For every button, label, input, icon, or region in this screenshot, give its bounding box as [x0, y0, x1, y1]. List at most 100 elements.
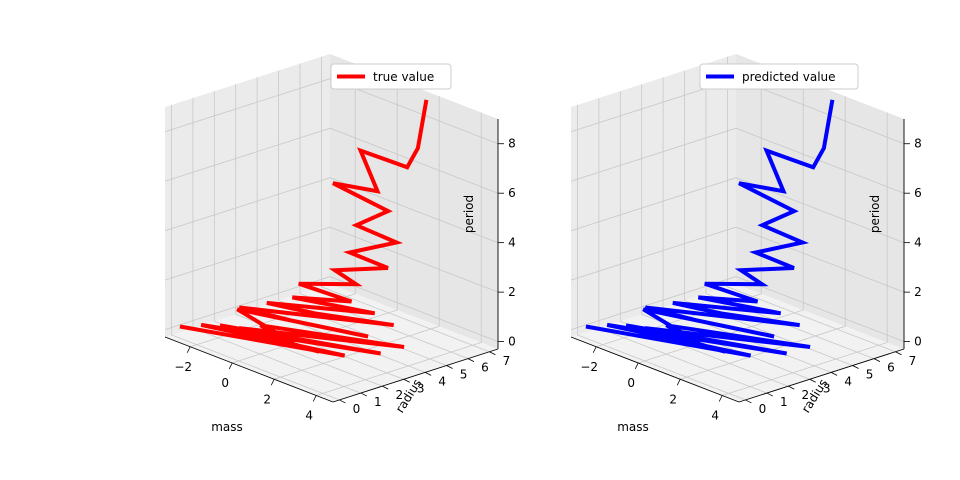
left-pane: [571, 54, 736, 337]
y-tick-label: 7: [503, 354, 511, 368]
y-tick-label: 7: [909, 354, 917, 368]
z-tick-label: 0: [914, 335, 922, 349]
z-axis-label: period: [868, 195, 882, 233]
series-line-predicted-value: [585, 99, 835, 358]
grid-line-z: [164, 276, 499, 342]
legend-label: predicted value: [742, 70, 836, 84]
grid-line-z: [164, 78, 499, 145]
grid-line-z: [164, 127, 499, 194]
z-tick-label: 4: [508, 236, 516, 250]
grid-line-y: [235, 84, 404, 380]
y-tick: [489, 351, 496, 356]
y-tick-label: 1: [374, 395, 382, 409]
y-tick-label: 6: [481, 361, 489, 375]
legend: true value: [330, 63, 452, 90]
grid-line-x: [722, 112, 888, 396]
y-tick-label: 0: [353, 402, 361, 416]
y-tick: [446, 365, 453, 369]
y-tick-label: 2: [395, 388, 403, 402]
grid-line-y: [299, 63, 469, 359]
x-tick-label: 2: [263, 392, 271, 406]
x-tick: [634, 362, 639, 370]
y-tick: [873, 358, 881, 362]
grid-line-z: [164, 226, 499, 293]
y-tick-label: 5: [866, 368, 874, 382]
y-tick-label: 6: [887, 361, 895, 375]
z-tick-label: 8: [508, 137, 516, 151]
grid-line-x: [680, 96, 846, 380]
legend-label: true value: [373, 70, 434, 84]
y-tick: [895, 351, 902, 356]
x-tick: [270, 379, 275, 386]
grid-line-y: [213, 91, 383, 387]
y-tick: [852, 365, 859, 369]
y-tick-label: 3: [417, 381, 425, 395]
x-tick: [312, 395, 317, 402]
y-tick: [424, 372, 432, 376]
x-axis-label: mass: [211, 420, 243, 434]
grid-line-y: [727, 56, 896, 353]
y-tick: [745, 399, 752, 404]
grid-line-z: [570, 127, 905, 194]
grid-line-y: [170, 104, 340, 401]
x-tick-label: 4: [305, 409, 313, 423]
grid-line-y: [705, 63, 875, 359]
z-tick-label: 6: [914, 186, 922, 200]
grid-line-x: [274, 96, 440, 380]
x-tick: [676, 379, 681, 386]
y-tick-label: 4: [844, 374, 852, 388]
z-axis-label: period: [462, 195, 476, 233]
y-tick-label: 4: [438, 374, 446, 388]
series-line-true-value: [179, 99, 429, 358]
legend-box: [330, 63, 452, 90]
y-tick: [788, 385, 795, 390]
left-pane: [165, 54, 330, 337]
x-axis-line: [164, 336, 334, 403]
x-tick: [228, 362, 233, 370]
y-tick: [360, 392, 368, 397]
x-tick-label: −2: [580, 360, 598, 374]
y-tick-label: 2: [801, 388, 809, 402]
x-tick-label: 2: [669, 392, 677, 406]
z-tick-label: 8: [914, 137, 922, 151]
y-axis-line: [332, 348, 499, 403]
z-tick-label: 2: [508, 285, 516, 299]
z-tick-label: 0: [508, 335, 516, 349]
z-tick-label: 6: [508, 186, 516, 200]
grid-line-z: [570, 276, 905, 342]
y-tick: [403, 378, 410, 383]
y-tick: [809, 378, 816, 383]
x-tick: [718, 395, 723, 402]
y-tick: [382, 385, 389, 390]
x-tick: [186, 346, 191, 353]
y-tick-label: 5: [460, 368, 468, 382]
y-tick-label: 0: [759, 402, 767, 416]
y-tick: [467, 358, 475, 362]
z-tick-label: 2: [914, 285, 922, 299]
legend-box: [699, 63, 859, 90]
x-axis-line: [570, 336, 740, 403]
grid-line-z: [164, 177, 499, 244]
x-tick-label: −2: [174, 360, 192, 374]
grid-line-y: [641, 84, 810, 380]
y-tick: [339, 399, 346, 404]
grid-line-y: [619, 91, 789, 387]
x-tick: [592, 346, 597, 353]
grid-line-z: [570, 177, 905, 244]
y-tick-label: 1: [780, 395, 788, 409]
y-axis-line: [738, 348, 905, 403]
grid-line-z: [570, 226, 905, 293]
y-tick: [766, 392, 774, 397]
x-tick-label: 0: [627, 376, 635, 390]
x-tick-label: 0: [221, 376, 229, 390]
grid-line-y: [577, 104, 746, 401]
x-axis-label: mass: [617, 420, 649, 434]
z-tick-label: 4: [914, 236, 922, 250]
x-tick-label: 4: [711, 409, 719, 423]
legend: predicted value: [699, 63, 859, 90]
grid-line-x: [316, 112, 482, 396]
grid-line-y: [320, 56, 490, 353]
